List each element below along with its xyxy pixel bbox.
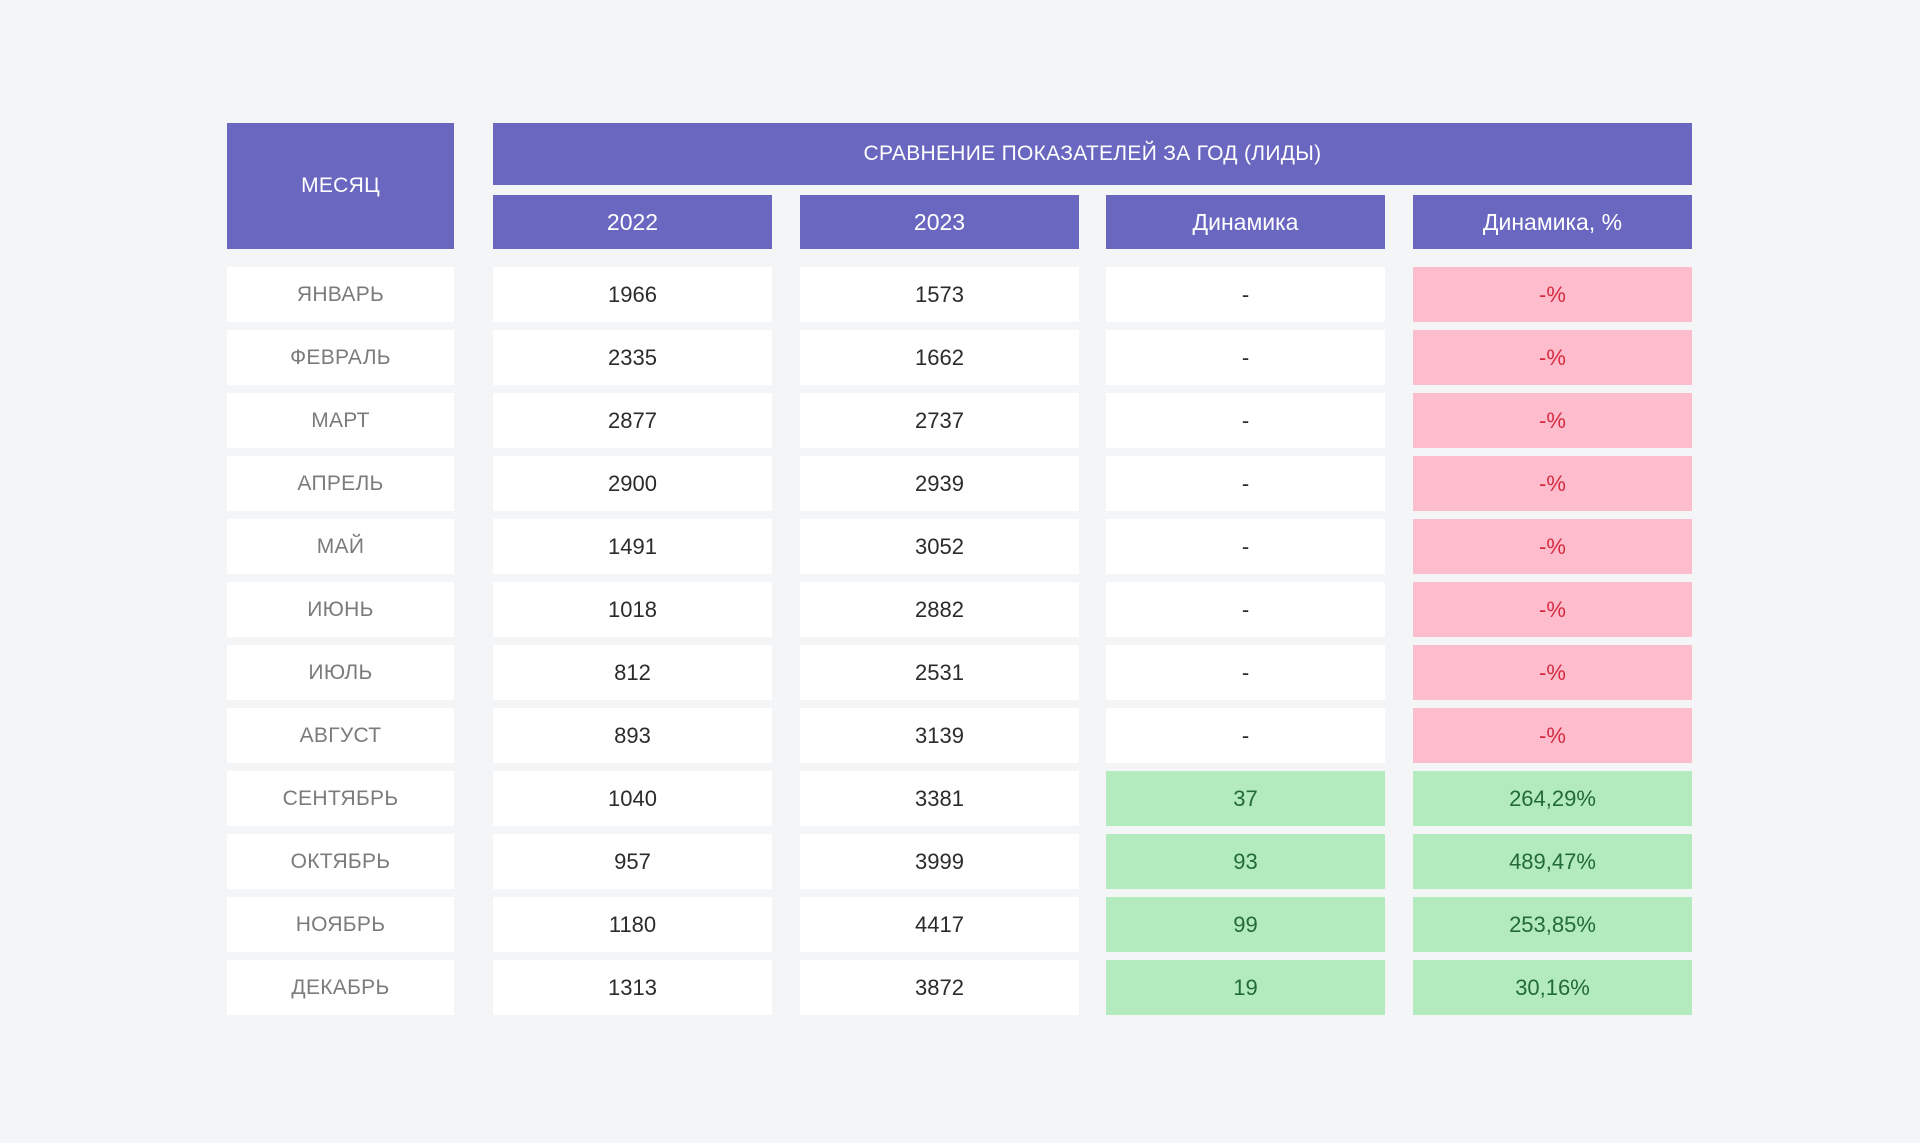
value-2022-cell: 1040 — [493, 771, 772, 826]
dynamics-cell: 93 — [1106, 834, 1385, 889]
value-2023-cell: 2882 — [800, 582, 1079, 637]
dynamics-percent-cell: -% — [1413, 456, 1692, 511]
value-2023-cell: 1662 — [800, 330, 1079, 385]
value-2023-cell: 3872 — [800, 960, 1079, 1015]
dynamics-cell: - — [1106, 645, 1385, 700]
value-2022-cell: 2900 — [493, 456, 772, 511]
month-cell: МАРТ — [227, 393, 454, 448]
table-row: ИЮЛЬ 812 2531- -% — [0, 645, 1920, 700]
table-row: АПРЕЛЬ 2900 2939- -% — [0, 456, 1920, 511]
month-cell: ДЕКАБРЬ — [227, 960, 454, 1015]
value-2023-cell: 1573 — [800, 267, 1079, 322]
dynamics-percent-cell: -% — [1413, 393, 1692, 448]
column-header-2022: 2022 — [493, 195, 772, 249]
table-row: НОЯБРЬ 1180 4417 99 253,85% — [0, 897, 1920, 952]
value-2022-cell: 2877 — [493, 393, 772, 448]
table-body: ЯНВАРЬ 1966 1573- -% ФЕВРАЛЬ 2335 1662- -% МАРТ 2… — [0, 267, 1920, 1023]
dynamics-percent-cell: 30,16% — [1413, 960, 1692, 1015]
value-2023-cell: 3139 — [800, 708, 1079, 763]
dynamics-cell: 37 — [1106, 771, 1385, 826]
dynamics-cell: - — [1106, 708, 1385, 763]
table-row: МАРТ 2877 2737- -% — [0, 393, 1920, 448]
comparison-group-header: СРАВНЕНИЕ ПОКАЗАТЕЛЕЙ ЗА ГОД (ЛИДЫ) — [493, 123, 1692, 185]
dynamics-percent-cell: 253,85% — [1413, 897, 1692, 952]
dynamics-percent-cell: 264,29% — [1413, 771, 1692, 826]
dynamics-cell: 19 — [1106, 960, 1385, 1015]
value-2022-cell: 1018 — [493, 582, 772, 637]
dynamics-percent-cell: -% — [1413, 645, 1692, 700]
month-cell: ФЕВРАЛЬ — [227, 330, 454, 385]
dynamics-percent-cell: 489,47% — [1413, 834, 1692, 889]
table-row: МАЙ 1491 3052- -% — [0, 519, 1920, 574]
value-2022-cell: 812 — [493, 645, 772, 700]
value-2022-cell: 1180 — [493, 897, 772, 952]
dynamics-percent-cell: -% — [1413, 267, 1692, 322]
table-row: ОКТЯБРЬ 957 3999 93 489,47% — [0, 834, 1920, 889]
month-cell: ОКТЯБРЬ — [227, 834, 454, 889]
table-row: СЕНТЯБРЬ 1040 3381 37 264,29% — [0, 771, 1920, 826]
value-2022-cell: 957 — [493, 834, 772, 889]
month-cell: ИЮНЬ — [227, 582, 454, 637]
month-cell: ЯНВАРЬ — [227, 267, 454, 322]
table-row: ДЕКАБРЬ 1313 3872 19 30,16% — [0, 960, 1920, 1015]
value-2022-cell: 1313 — [493, 960, 772, 1015]
value-2022-cell: 1966 — [493, 267, 772, 322]
value-2022-cell: 893 — [493, 708, 772, 763]
month-column-header: МЕСЯЦ — [227, 123, 454, 249]
value-2023-cell: 2939 — [800, 456, 1079, 511]
dynamics-cell: - — [1106, 330, 1385, 385]
month-cell: СЕНТЯБРЬ — [227, 771, 454, 826]
dynamics-percent-cell: -% — [1413, 582, 1692, 637]
column-header-dynamics: Динамика — [1106, 195, 1385, 249]
value-2023-cell: 2737 — [800, 393, 1079, 448]
dynamics-cell: - — [1106, 582, 1385, 637]
value-2022-cell: 2335 — [493, 330, 772, 385]
table-row: АВГУСТ 893 3139- -% — [0, 708, 1920, 763]
table-row: ИЮНЬ 1018 2882- -% — [0, 582, 1920, 637]
table-row: ФЕВРАЛЬ 2335 1662- -% — [0, 330, 1920, 385]
value-2023-cell: 3999 — [800, 834, 1079, 889]
value-2023-cell: 2531 — [800, 645, 1079, 700]
month-cell: МАЙ — [227, 519, 454, 574]
dynamics-cell: - — [1106, 456, 1385, 511]
month-cell: НОЯБРЬ — [227, 897, 454, 952]
dynamics-percent-cell: -% — [1413, 708, 1692, 763]
dynamics-cell: - — [1106, 393, 1385, 448]
dynamics-percent-cell: -% — [1413, 330, 1692, 385]
value-2023-cell: 3381 — [800, 771, 1079, 826]
dynamics-percent-cell: -% — [1413, 519, 1692, 574]
value-2023-cell: 3052 — [800, 519, 1079, 574]
month-cell: ИЮЛЬ — [227, 645, 454, 700]
value-2023-cell: 4417 — [800, 897, 1079, 952]
value-2022-cell: 1491 — [493, 519, 772, 574]
table-row: ЯНВАРЬ 1966 1573- -% — [0, 267, 1920, 322]
month-cell: АПРЕЛЬ — [227, 456, 454, 511]
column-header-2023: 2023 — [800, 195, 1079, 249]
dynamics-cell: - — [1106, 519, 1385, 574]
dynamics-cell: 99 — [1106, 897, 1385, 952]
column-header-dynamics-percent: Динамика, % — [1413, 195, 1692, 249]
month-cell: АВГУСТ — [227, 708, 454, 763]
dynamics-cell: - — [1106, 267, 1385, 322]
